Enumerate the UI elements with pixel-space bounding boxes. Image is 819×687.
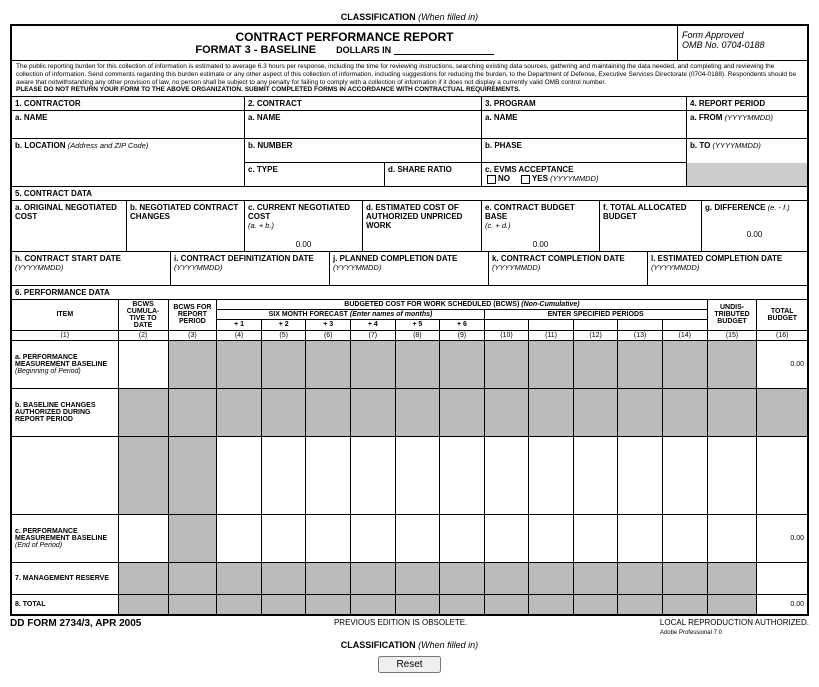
- col-total: TOTAL BUDGET: [757, 300, 807, 331]
- row-6b-blank[interactable]: [12, 436, 807, 514]
- definitization-date[interactable]: i. CONTRACT DEFINITIZATION DATE (YYYYMMD…: [171, 252, 330, 286]
- report-period-gray: [687, 163, 807, 186]
- row-6c[interactable]: c. PERFORMANCE MEASUREMENT BASELINE(End …: [12, 514, 807, 562]
- difference: g. DIFFERENCE (e. - f.)0.00: [702, 201, 807, 252]
- prev-edition: PREVIOUS EDITION IS OBSOLETE.: [334, 618, 467, 636]
- section-6: 6. PERFORMANCE DATA: [12, 286, 807, 300]
- section-3: 3. PROGRAM: [482, 97, 687, 111]
- to-date[interactable]: b. TO (YYYYMMDD): [687, 139, 807, 163]
- header-center: CONTRACT PERFORMANCE REPORT FORMAT 3 - B…: [12, 26, 677, 60]
- section-5: 5. CONTRACT DATA: [12, 187, 807, 201]
- col-undis: UNDIS-TRIBUTED BUDGET: [707, 300, 757, 331]
- classification-top: CLASSIFICATION (When filled in): [10, 10, 809, 24]
- from-date[interactable]: a. FROM (YYYYMMDD): [687, 111, 807, 139]
- footer: DD FORM 2734/3, APR 2005 PREVIOUS EDITIO…: [10, 616, 809, 638]
- reset-button[interactable]: Reset: [378, 656, 440, 673]
- contract-type[interactable]: c. TYPE: [245, 163, 385, 186]
- evms-acceptance[interactable]: c. EVMS ACCEPTANCENO YES (YYYYMMDD): [482, 163, 687, 186]
- section-4: 4. REPORT PERIOD: [687, 97, 807, 111]
- orig-cost[interactable]: a. ORIGINAL NEGOTIATED COST: [12, 201, 127, 252]
- col-p1: + 1: [217, 320, 262, 330]
- section-2: 2. CONTRACT: [245, 97, 482, 111]
- row-6b[interactable]: b. BASELINE CHANGES AUTHORIZED DURING RE…: [12, 388, 807, 436]
- program-name[interactable]: a. NAME: [482, 111, 687, 139]
- col-bcws-header: BUDGETED COST FOR WORK SCHEDULED (BCWS) …: [217, 300, 707, 310]
- est-completion[interactable]: l. ESTIMATED COMPLETION DATE(YYYYMMDD): [648, 252, 807, 286]
- performance-table: ITEM BCWS CUMULA-TIVE TO DATE BCWS FOR R…: [12, 300, 807, 615]
- section-1: 1. CONTRACTOR: [12, 97, 245, 111]
- phase[interactable]: b. PHASE: [482, 139, 687, 163]
- contractor-name[interactable]: a. NAME: [12, 111, 245, 139]
- col-bcws-cum: BCWS CUMULA-TIVE TO DATE: [118, 300, 168, 331]
- col-six-month: SIX MONTH FORECAST (Enter names of month…: [217, 309, 484, 319]
- header-right: Form ApprovedOMB No. 0704-0188: [677, 26, 807, 60]
- start-date[interactable]: h. CONTRACT START DATE(YYYYMMDD): [12, 252, 171, 286]
- tot-alloc-budget[interactable]: f. TOTAL ALLOCATED BUDGET: [600, 201, 702, 252]
- adobe-version: Adobe Professional 7.0: [660, 630, 722, 636]
- contract-name[interactable]: a. NAME: [245, 111, 482, 139]
- burden-statement: The public reporting burden for this col…: [12, 61, 807, 97]
- est-cost-unpriced[interactable]: d. ESTIMATED COST OF AUTHORIZED UNPRICED…: [363, 201, 482, 252]
- location-cont[interactable]: [12, 163, 245, 186]
- row-7[interactable]: 7. MANAGEMENT RESERVE: [12, 562, 807, 594]
- col-bcws-for: BCWS FOR REPORT PERIOD: [168, 300, 217, 331]
- cur-neg-cost: c. CURRENT NEGOTIATED COST(a. + b.)0.00: [245, 201, 363, 252]
- neg-changes[interactable]: b. NEGOTIATED CONTRACT CHANGES: [127, 201, 245, 252]
- col-esp: ENTER SPECIFIED PERIODS: [484, 309, 707, 319]
- row-8: 8. TOTAL 0.00: [12, 594, 807, 614]
- col-item: ITEM: [12, 300, 118, 331]
- form-number: DD FORM 2734/3, APR 2005: [10, 618, 141, 636]
- planned-completion[interactable]: j. PLANNED COMPLETION DATE(YYYYMMDD): [330, 252, 489, 286]
- form-page: CLASSIFICATION (When filled in) CONTRACT…: [10, 10, 809, 677]
- form-body: CONTRACT PERFORMANCE REPORT FORMAT 3 - B…: [10, 24, 809, 616]
- row-6a[interactable]: a. PERFORMANCE MEASUREMENT BASELINE(Begi…: [12, 340, 807, 388]
- yes-checkbox[interactable]: [521, 175, 530, 184]
- share-ratio[interactable]: d. SHARE RATIO: [385, 163, 482, 186]
- classification-bottom: CLASSIFICATION (When filled in): [10, 638, 809, 652]
- contract-completion[interactable]: k. CONTRACT COMPLETION DATE(YYYYMMDD): [489, 252, 648, 286]
- no-checkbox[interactable]: [487, 175, 496, 184]
- location[interactable]: b. LOCATION (Address and ZIP Code): [12, 139, 245, 163]
- local-repro: LOCAL REPRODUCTION AUTHORIZED.: [660, 618, 809, 627]
- contract-number[interactable]: b. NUMBER: [245, 139, 482, 163]
- budget-base: e. CONTRACT BUDGET BASE(c. + d.)0.00: [482, 201, 600, 252]
